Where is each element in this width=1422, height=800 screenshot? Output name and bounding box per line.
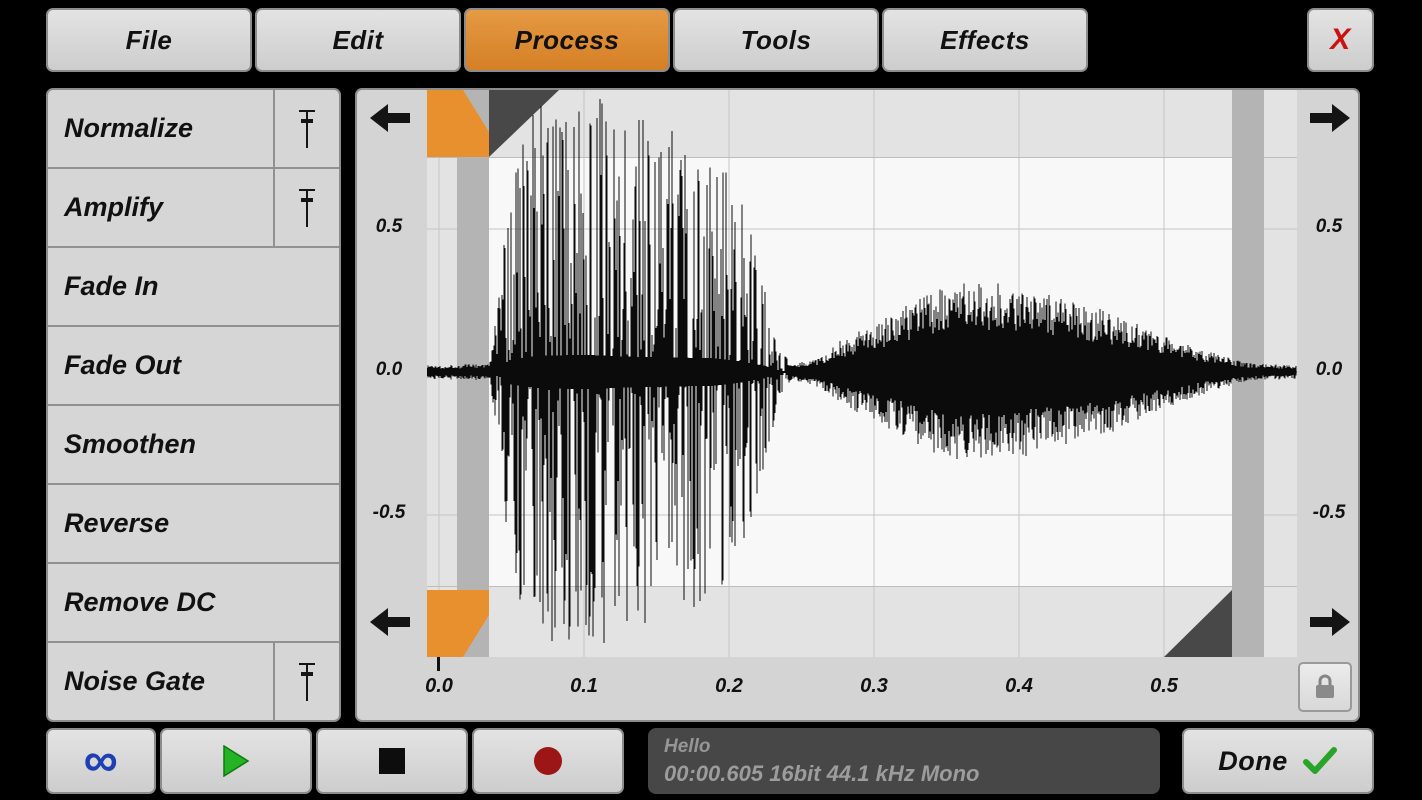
process-item-label: Smoothen	[64, 429, 196, 459]
menu-tools[interactable]: Tools	[673, 8, 879, 72]
time-label: 0.3	[860, 675, 888, 697]
y-axis-label: 0.5	[375, 216, 403, 237]
y-axis-label: -0.5	[1312, 502, 1346, 523]
done-button[interactable]: Done	[1182, 728, 1374, 794]
process-item-label: Normalize	[64, 113, 194, 143]
process-menu-panel: Normalize Amplify Fade In Fade Out Smoot…	[46, 88, 341, 722]
selection-corner-bottom[interactable]	[1164, 590, 1232, 657]
process-item-amplify[interactable]: Amplify	[48, 167, 339, 246]
arrow-left-icon	[370, 607, 410, 636]
menu-file[interactable]: File	[46, 8, 252, 72]
process-item-fade-in[interactable]: Fade In	[48, 246, 339, 325]
process-item-normalize[interactable]: Normalize	[48, 90, 339, 167]
play-button[interactable]	[160, 728, 312, 794]
menu-effects[interactable]: Effects	[882, 8, 1088, 72]
scroll-left-top-button[interactable]	[368, 102, 412, 136]
loop-button[interactable]: ∞	[46, 728, 156, 794]
process-item-label: Reverse	[64, 508, 170, 538]
time-label: 0.0	[425, 675, 453, 697]
scroll-right-bottom-button[interactable]	[1308, 606, 1352, 640]
scroll-left-bottom-button[interactable]	[368, 606, 412, 640]
y-axis-label: 0.0	[375, 359, 403, 380]
waveform-panel: 0.5 0.0 -0.5	[355, 88, 1360, 722]
process-item-reverse[interactable]: Reverse	[48, 483, 339, 562]
menu-process[interactable]: Process	[464, 8, 670, 72]
process-item-label: Fade In	[64, 271, 159, 301]
scroll-right-top-button[interactable]	[1308, 102, 1352, 136]
close-button[interactable]: X	[1307, 8, 1374, 72]
process-item-label: Fade Out	[64, 350, 182, 380]
x-icon: X	[1330, 23, 1351, 56]
check-icon	[1302, 747, 1337, 774]
record-icon	[534, 747, 562, 775]
play-icon	[223, 745, 250, 777]
right-gutter: 0.5 0.0 -0.5	[1297, 90, 1360, 657]
arrow-right-icon	[1310, 103, 1350, 132]
waveform-plot[interactable]	[426, 90, 1297, 657]
arrow-right-icon	[1310, 607, 1350, 636]
process-item-noise-gate[interactable]: Noise Gate	[48, 641, 339, 720]
status-display: Hello 00:00.605 16bit 44.1 kHz Mono	[648, 728, 1160, 794]
y-axis-label: -0.5	[372, 502, 406, 523]
slider-icon	[273, 90, 339, 167]
menu-edit[interactable]: Edit	[255, 8, 461, 72]
time-zero-tick	[437, 657, 440, 671]
y-axis-label: 0.0	[1315, 359, 1343, 380]
waveform-path	[426, 99, 1297, 643]
process-item-smoothen[interactable]: Smoothen	[48, 404, 339, 483]
infinity-icon: ∞	[83, 734, 119, 787]
process-item-label: Remove DC	[64, 587, 216, 617]
lock-icon	[1316, 674, 1334, 698]
slider-icon	[273, 643, 339, 720]
process-item-remove-dc[interactable]: Remove DC	[48, 562, 339, 641]
record-button[interactable]	[472, 728, 624, 794]
done-label: Done	[1218, 745, 1288, 776]
time-axis: 0.0 0.1 0.2 0.3 0.4 0.5	[357, 657, 1358, 720]
amplitude-clip-lines	[427, 157, 1297, 587]
selection-tab-bottom-left[interactable]	[427, 590, 489, 657]
time-label: 0.4	[1005, 675, 1033, 697]
y-axis-label: 0.5	[1315, 216, 1343, 237]
lock-button[interactable]	[1298, 662, 1352, 712]
time-label: 0.5	[1150, 675, 1178, 697]
process-item-label: Noise Gate	[64, 666, 206, 696]
selection-tab-top-left[interactable]	[427, 90, 489, 157]
stop-button[interactable]	[316, 728, 468, 794]
status-info: 00:00.605 16bit 44.1 kHz Mono	[664, 761, 980, 786]
slider-icon	[273, 169, 339, 246]
waveform-canvas	[426, 90, 1297, 657]
process-item-label: Amplify	[64, 192, 164, 222]
status-title: Hello	[664, 736, 711, 757]
time-label: 0.2	[715, 675, 743, 697]
arrow-left-icon	[370, 103, 410, 132]
time-label: 0.1	[570, 675, 598, 697]
process-item-fade-out[interactable]: Fade Out	[48, 325, 339, 404]
left-gutter: 0.5 0.0 -0.5	[357, 90, 427, 657]
stop-icon	[379, 748, 405, 774]
